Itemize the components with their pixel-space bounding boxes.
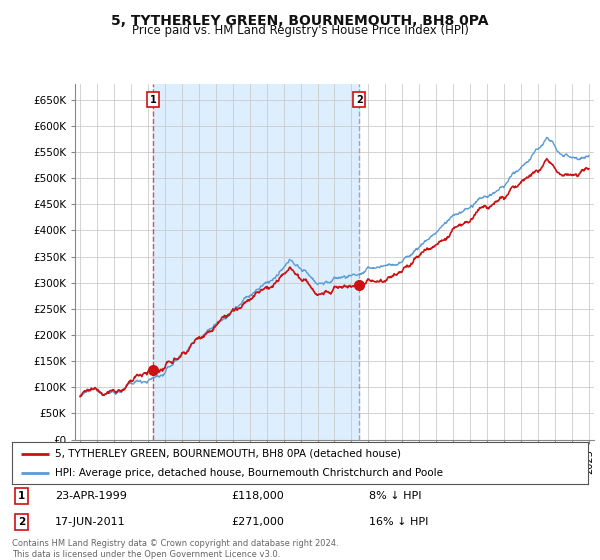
- Text: HPI: Average price, detached house, Bournemouth Christchurch and Poole: HPI: Average price, detached house, Bour…: [55, 468, 443, 478]
- Text: 5, TYTHERLEY GREEN, BOURNEMOUTH, BH8 0PA: 5, TYTHERLEY GREEN, BOURNEMOUTH, BH8 0PA: [111, 14, 489, 28]
- Text: 16% ↓ HPI: 16% ↓ HPI: [369, 517, 428, 527]
- Text: £271,000: £271,000: [231, 517, 284, 527]
- Text: £118,000: £118,000: [231, 491, 284, 501]
- Text: 2: 2: [356, 95, 362, 105]
- Text: 2: 2: [18, 517, 25, 527]
- Text: 1: 1: [150, 95, 157, 105]
- Text: Contains HM Land Registry data © Crown copyright and database right 2024.
This d: Contains HM Land Registry data © Crown c…: [12, 539, 338, 559]
- Text: 17-JUN-2011: 17-JUN-2011: [55, 517, 126, 527]
- Text: 5, TYTHERLEY GREEN, BOURNEMOUTH, BH8 0PA (detached house): 5, TYTHERLEY GREEN, BOURNEMOUTH, BH8 0PA…: [55, 449, 401, 459]
- Text: 1: 1: [18, 491, 25, 501]
- Text: Price paid vs. HM Land Registry's House Price Index (HPI): Price paid vs. HM Land Registry's House …: [131, 24, 469, 37]
- Text: 8% ↓ HPI: 8% ↓ HPI: [369, 491, 422, 501]
- Text: 23-APR-1999: 23-APR-1999: [55, 491, 127, 501]
- Bar: [153, 84, 359, 440]
